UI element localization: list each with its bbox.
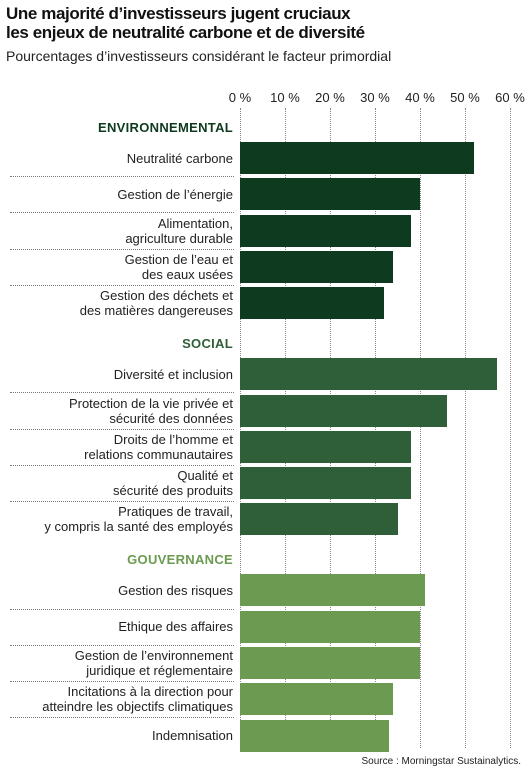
source-note: Source : Morningstar Sustainalytics. xyxy=(361,756,521,767)
chart-title: Une majorité d’investisseurs jugent cruc… xyxy=(6,4,365,42)
row-separator xyxy=(10,285,234,287)
bar xyxy=(240,647,420,679)
bar xyxy=(240,683,393,716)
x-tick-label: 40 % xyxy=(405,90,435,105)
chart-subtitle: Pourcentages d’investisseurs considérant… xyxy=(6,48,392,64)
bar xyxy=(240,503,398,536)
bar xyxy=(240,214,411,247)
x-tick-label: 20 % xyxy=(315,90,345,105)
category-label: Gestion de l’environnement juridique et … xyxy=(74,648,233,678)
group-header: SOCIAL xyxy=(182,336,233,352)
category-label: Gestion des déchets et des matières dang… xyxy=(79,288,233,319)
x-tick-label: 10 % xyxy=(270,90,300,105)
group-header: GOUVERNANCE xyxy=(127,552,233,568)
row-separator xyxy=(10,248,234,250)
row-separator xyxy=(10,392,234,394)
category-label: Pratiques de travail, y compris la santé… xyxy=(44,504,233,535)
bar xyxy=(240,430,411,463)
row-separator xyxy=(10,717,234,719)
bar xyxy=(240,358,497,391)
x-tick-label: 60 % xyxy=(495,90,525,105)
grid-line xyxy=(375,108,376,748)
bar xyxy=(240,178,420,211)
grid-line xyxy=(240,108,241,748)
category-label: Gestion de l’énergie xyxy=(117,186,233,202)
category-label: Alimentation, agriculture durable xyxy=(125,215,233,246)
x-tick-label: 0 % xyxy=(228,90,252,105)
row-separator xyxy=(10,428,234,430)
category-label: Indemnisation xyxy=(152,728,233,744)
category-label: Protection de la vie privée et sécurité … xyxy=(68,395,233,426)
row-separator xyxy=(10,644,234,646)
category-label: Diversité et inclusion xyxy=(113,366,233,382)
row-separator xyxy=(10,212,234,214)
bar xyxy=(240,142,474,174)
group-header: ENVIRONNEMENTAL xyxy=(98,120,233,135)
grid-line xyxy=(420,108,421,748)
category-label: Gestion des risques xyxy=(118,582,233,598)
category-label: Gestion de l’eau et des eaux usées xyxy=(124,251,233,282)
bar xyxy=(240,719,389,752)
row-separator xyxy=(10,464,234,466)
grid-line xyxy=(285,108,286,748)
grid-line xyxy=(510,108,511,748)
category-label: Incitations à la direction pour atteindr… xyxy=(42,684,233,715)
bar xyxy=(240,287,384,320)
bar xyxy=(240,250,393,283)
category-label: Droits de l’homme et relations communaut… xyxy=(84,431,233,462)
grid-line xyxy=(330,108,331,748)
x-tick-label: 30 % xyxy=(360,90,390,105)
row-separator xyxy=(10,681,234,683)
category-label: Neutralité carbone xyxy=(126,150,233,166)
bar xyxy=(240,394,447,427)
bar xyxy=(240,574,425,607)
category-label: Ethique des affaires xyxy=(118,619,233,635)
row-separator xyxy=(10,608,234,610)
bar xyxy=(240,467,411,500)
row-separator xyxy=(10,176,234,178)
bar xyxy=(240,610,420,643)
grid-line xyxy=(465,108,466,748)
x-tick-label: 50 % xyxy=(450,90,480,105)
category-label: Qualité et sécurité des produits xyxy=(113,468,233,499)
row-separator xyxy=(10,501,234,503)
